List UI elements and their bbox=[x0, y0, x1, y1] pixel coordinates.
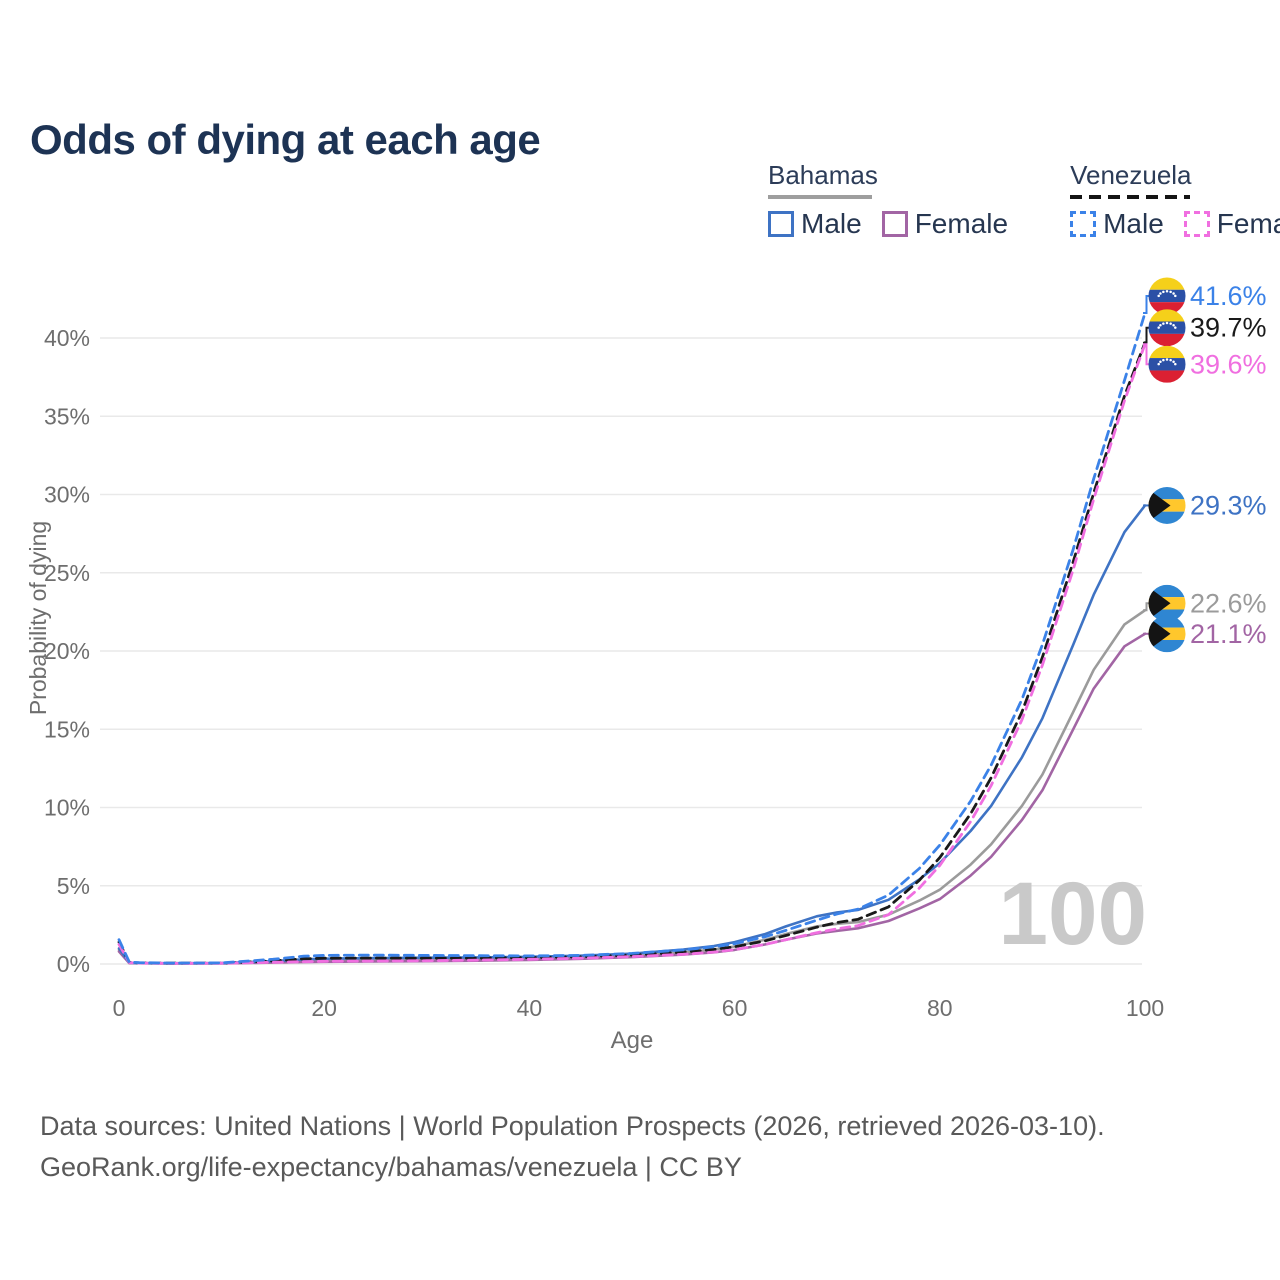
x-tick-label: 20 bbox=[311, 995, 337, 1021]
y-tick-label: 10% bbox=[44, 795, 90, 821]
legend-label-bahamas-female: Female bbox=[914, 208, 1009, 239]
y-axis-title: Probability of dying bbox=[25, 521, 51, 715]
legend-item-bahamas-male[interactable]: Male bbox=[768, 208, 862, 240]
venezuela-female-swatch-icon bbox=[1183, 211, 1210, 237]
bahamas-flag-icon bbox=[1148, 486, 1186, 524]
legend-item-venezuela-female[interactable]: Female bbox=[1183, 208, 1280, 240]
x-tick-label: 80 bbox=[927, 995, 953, 1021]
legend-country-bahamas: Bahamas bbox=[768, 160, 878, 190]
legend-item-venezuela-male[interactable]: Male bbox=[1070, 208, 1164, 240]
venezuela-dashed-line-swatch bbox=[1070, 195, 1191, 199]
venezuela-flag-icon bbox=[1148, 345, 1186, 383]
x-tick-label: 100 bbox=[1126, 995, 1164, 1021]
end-label-connector bbox=[1143, 326, 1149, 344]
bahamas-male-swatch-icon bbox=[768, 211, 794, 237]
x-tick-label: 40 bbox=[517, 995, 543, 1021]
y-tick-label: 15% bbox=[44, 716, 90, 742]
series-line-bahamas-female[interactable] bbox=[117, 632, 1147, 965]
end-value-label-venezuela-male[interactable]: 41.6% bbox=[1190, 281, 1267, 311]
x-tick-label: 0 bbox=[113, 995, 126, 1021]
venezuela-flag-icon bbox=[1148, 309, 1186, 347]
footer-data-sources: Data sources: United Nations | World Pop… bbox=[40, 1111, 1105, 1141]
end-label-connector bbox=[1143, 294, 1149, 314]
y-tick-label: 5% bbox=[57, 873, 90, 899]
legend-group-bahamas: Bahamas Male Female bbox=[768, 160, 1008, 240]
venezuela-male-swatch-icon bbox=[1070, 211, 1097, 237]
end-value-label-bahamas-female[interactable]: 21.1% bbox=[1190, 619, 1267, 649]
bahamas-solid-line-swatch bbox=[768, 195, 872, 199]
footer-attribution-link: GeoRank.org/life-expectancy/bahamas/vene… bbox=[40, 1152, 742, 1182]
end-value-label-bahamas-male[interactable]: 29.3% bbox=[1190, 490, 1267, 520]
series-line-venezuela-female[interactable] bbox=[117, 342, 1147, 965]
end-label-connector bbox=[1143, 602, 1149, 612]
y-tick-label: 35% bbox=[44, 403, 90, 429]
legend-label-bahamas-male: Male bbox=[801, 208, 862, 239]
legend-item-bahamas-female[interactable]: Female bbox=[881, 208, 1009, 240]
x-tick-label: 60 bbox=[722, 995, 748, 1021]
end-label-connector bbox=[1143, 343, 1149, 366]
series-line-venezuela-male[interactable] bbox=[117, 311, 1147, 965]
series-line-bahamas-male[interactable] bbox=[117, 504, 1147, 965]
venezuela-flag-icon bbox=[1148, 277, 1186, 315]
y-tick-label: 30% bbox=[44, 482, 90, 508]
legend-label-venezuela-female: Female bbox=[1216, 208, 1280, 239]
chart-title: Odds of dying at each age bbox=[30, 116, 541, 164]
y-tick-label: 40% bbox=[44, 325, 90, 351]
legend-label-venezuela-male: Male bbox=[1103, 208, 1164, 239]
legend-country-venezuela: Venezuela bbox=[1070, 160, 1192, 190]
legend: Bahamas Male Female Venezuela Male bbox=[768, 160, 1280, 240]
legend-group-venezuela: Venezuela Male Female bbox=[1070, 160, 1280, 240]
y-tick-label: 0% bbox=[57, 951, 90, 977]
end-value-label-bahamas-both-sexes[interactable]: 22.6% bbox=[1190, 588, 1267, 618]
y-tick-label: 20% bbox=[44, 638, 90, 664]
end-value-label-venezuela-female[interactable]: 39.6% bbox=[1190, 349, 1267, 379]
bahamas-flag-icon bbox=[1148, 615, 1186, 653]
series-line-venezuela-both-sexes[interactable] bbox=[117, 341, 1147, 965]
age-watermark: 100 bbox=[999, 863, 1148, 963]
y-tick-label: 25% bbox=[44, 560, 90, 586]
x-axis-title: Age bbox=[611, 1027, 654, 1054]
end-value-label-venezuela-both-sexes[interactable]: 39.7% bbox=[1190, 313, 1267, 343]
bahamas-female-swatch-icon bbox=[881, 211, 908, 237]
footer: Data sources: United Nations | World Pop… bbox=[40, 1106, 1105, 1188]
